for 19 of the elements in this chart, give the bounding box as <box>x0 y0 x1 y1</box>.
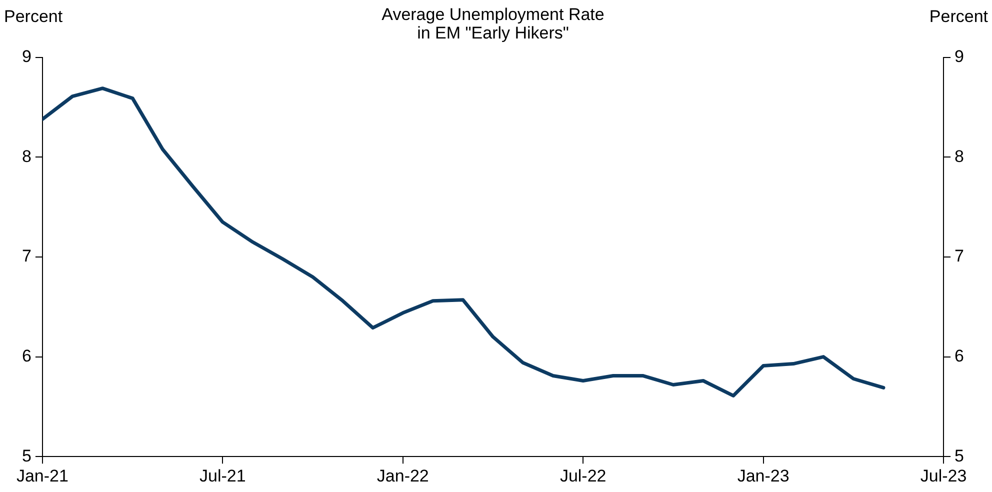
chart-title: Average Unemployment Rate in EM "Early Hikers" <box>382 5 604 43</box>
y2-tick-label: 5 <box>954 446 964 466</box>
y-tick-label: 5 <box>22 446 32 466</box>
y-tick-label: 6 <box>22 346 32 366</box>
x-tick-label: Jan-21 <box>16 466 68 486</box>
x-tick-label: Jan-22 <box>376 466 429 486</box>
y2-axis-title: Percent <box>929 7 988 26</box>
y-tick-label: 7 <box>22 246 32 266</box>
y2-tick-label: 9 <box>954 47 964 66</box>
y2-tick-label: 6 <box>954 346 964 366</box>
y-axis-title: Percent <box>4 7 63 26</box>
y-tick-label: 9 <box>22 47 32 66</box>
x-tick-label: Jan-23 <box>737 466 790 486</box>
y-tick-label: 8 <box>22 146 32 166</box>
x-tick-label: Jul-21 <box>200 466 246 486</box>
x-tick-label: Jul-22 <box>560 466 606 486</box>
y2-tick-label: 7 <box>954 246 964 266</box>
y2-tick-label: 8 <box>954 146 964 166</box>
x-tick-label: Jul-23 <box>920 466 967 486</box>
